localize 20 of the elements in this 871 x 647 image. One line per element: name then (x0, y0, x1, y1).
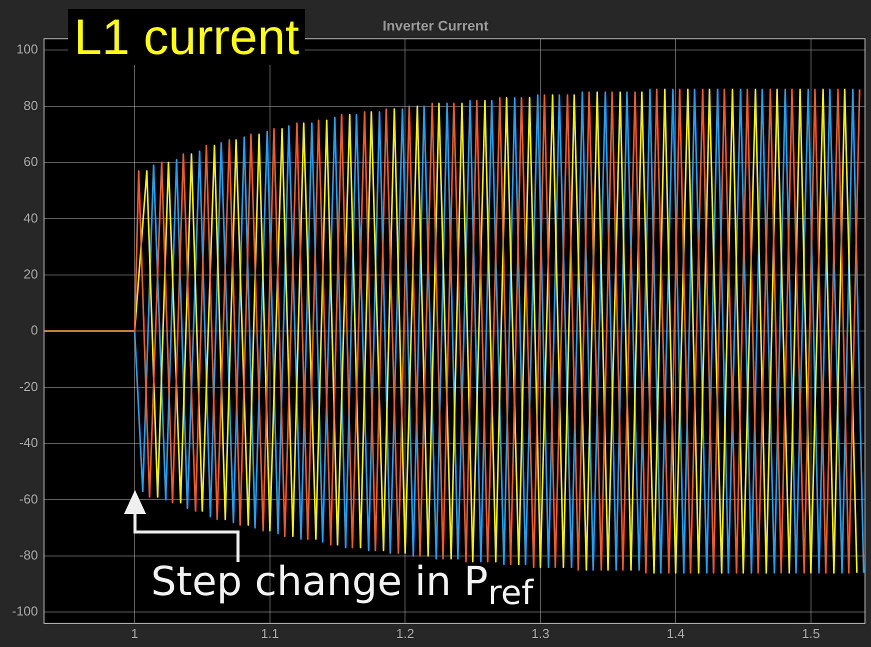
annotation: L1 current (68, 8, 306, 65)
y-tick-label: 0 (30, 322, 38, 338)
x-tick-label: 1.5 (802, 626, 820, 641)
y-tick-label: -40 (19, 435, 38, 450)
y-tick-label: 60 (24, 154, 38, 170)
y-tick-label: 80 (24, 98, 38, 113)
y-tick-label: 100 (16, 42, 38, 57)
y-tick-label: 40 (24, 210, 38, 226)
x-tick-label: 1.4 (666, 626, 685, 641)
annotation: Step change in P$_{ref}$ (151, 559, 534, 614)
y-tick-label: -20 (19, 378, 38, 394)
chart-title: Inverter Current (382, 17, 489, 34)
x-tick-label: 1.2 (396, 626, 414, 641)
y-tick-label: 20 (24, 266, 38, 282)
y-tick-label: -80 (19, 548, 38, 563)
x-tick-label: 1.3 (531, 626, 550, 641)
y-tick-label: -100 (12, 604, 38, 619)
x-tick-label: 1 (131, 626, 138, 641)
x-tick-label: 1.1 (260, 626, 279, 641)
y-tick-label: -60 (19, 491, 38, 506)
